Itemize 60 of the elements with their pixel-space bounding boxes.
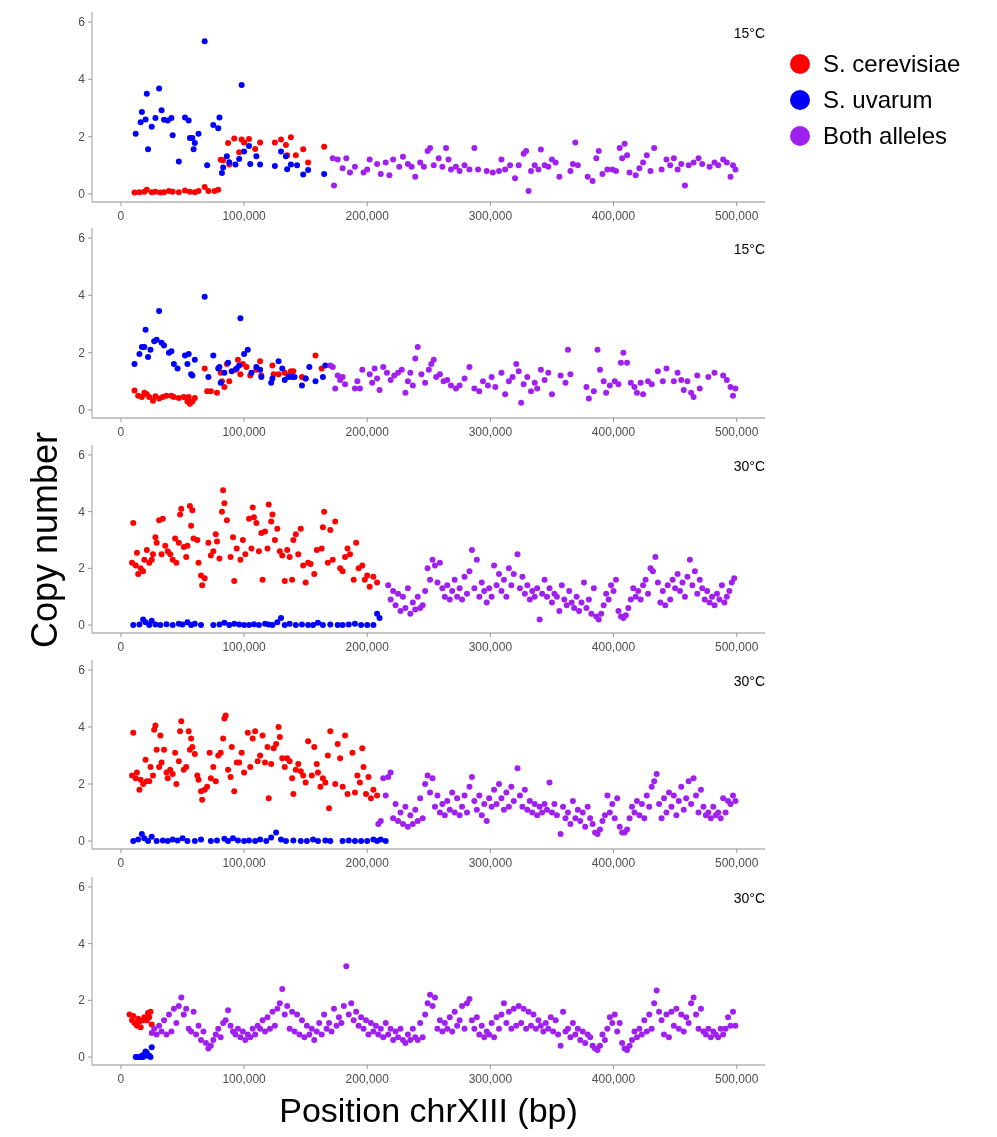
x-tick-label: 400,000 (591, 640, 636, 654)
y-tick-label: 0 (78, 618, 86, 633)
x-tick-label: 100,000 (222, 425, 267, 439)
y-axis-title: Copy number (24, 431, 65, 649)
x-tick-label: 0 (117, 856, 125, 870)
legend-label: Both alleles (823, 122, 948, 149)
y-tick-label: 0 (78, 402, 86, 417)
x-tick-label: 400,000 (591, 1072, 636, 1086)
x-tick-label: 400,000 (591, 425, 636, 439)
x-tick-label: 400,000 (591, 856, 636, 870)
x-tick-label: 200,000 (345, 640, 390, 654)
y-tick-label: 0 (78, 834, 86, 849)
y-tick-label: 0 (78, 186, 86, 201)
y-tick-label: 4 (78, 936, 86, 951)
x-tick-label: 0 (117, 1072, 125, 1086)
x-tick-label: 200,000 (345, 856, 390, 870)
y-tick-label: 4 (78, 504, 86, 519)
y-tick-label: 6 (78, 15, 86, 30)
y-tick-label: 2 (78, 777, 86, 791)
x-tick-label: 100,000 (222, 640, 267, 654)
legend-label: S. uvarum (823, 86, 933, 113)
x-tick-label: 200,000 (345, 1072, 390, 1086)
x-axis-title: Position chrXIII (bp) (279, 1091, 578, 1129)
x-tick-label: 300,000 (468, 425, 513, 439)
x-tick-label: 200,000 (345, 209, 390, 223)
y-tick-label: 2 (78, 345, 86, 360)
text: 15°C (733, 241, 765, 257)
y-tick-label: 6 (78, 662, 86, 677)
x-tick-label: 300,000 (468, 1072, 513, 1086)
x-tick-label: 200,000 (345, 425, 390, 439)
x-tick-label: 0 (117, 209, 125, 223)
x-tick-label: 300,000 (468, 856, 513, 870)
x-tick-label: 500,000 (714, 209, 759, 223)
y-tick-label: 4 (78, 288, 86, 303)
x-tick-label: 300,000 (468, 209, 513, 223)
x-tick-label: 500,000 (714, 856, 759, 870)
x-tick-label: 500,000 (714, 640, 759, 654)
x-tick-label: 500,000 (714, 1072, 759, 1086)
y-tick-label: 6 (78, 879, 86, 894)
text: 15°C (733, 25, 765, 41)
y-tick-label: 2 (78, 561, 86, 576)
text: 30°C (733, 890, 765, 906)
x-tick-label: 100,000 (222, 1072, 267, 1086)
y-tick-label: 4 (78, 72, 86, 87)
y-tick-label: 0 (78, 1050, 86, 1065)
x-tick-label: 100,000 (222, 856, 267, 870)
x-tick-label: 0 (117, 425, 125, 439)
y-tick-label: 2 (78, 129, 86, 144)
text: 30°C (733, 458, 765, 474)
y-tick-label: 2 (78, 993, 86, 1008)
x-tick-label: 300,000 (468, 640, 513, 654)
x-tick-label: 0 (117, 640, 125, 654)
y-tick-label: 6 (78, 231, 86, 246)
x-tick-label: 100,000 (222, 209, 267, 223)
x-tick-label: 500,000 (714, 425, 759, 439)
legend-label: S. cerevisiae (823, 50, 961, 77)
x-tick-label: 400,000 (591, 209, 636, 223)
text: 30°C (733, 673, 765, 689)
y-tick-label: 4 (78, 719, 86, 734)
y-tick-label: 6 (78, 447, 86, 462)
